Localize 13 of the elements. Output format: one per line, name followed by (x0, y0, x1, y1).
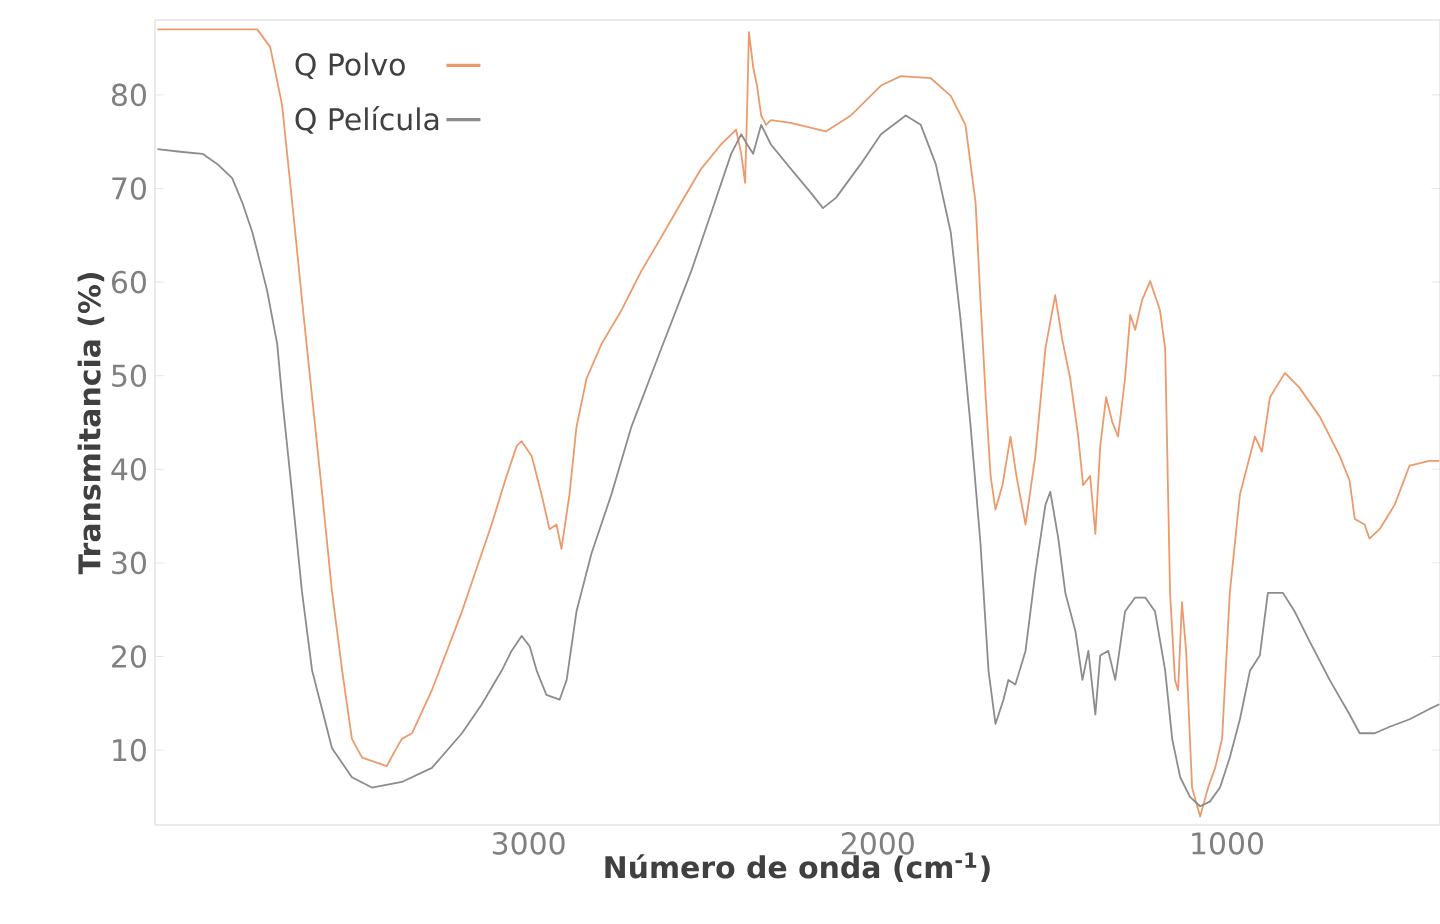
y-tick-label: 80 (111, 83, 146, 107)
x-tick-label: 1000 (1192, 832, 1264, 855)
legend-label: Q Película (295, 106, 439, 134)
y-axis-title: Transmitancia (%) (77, 273, 105, 575)
y-tick-label: 40 (111, 457, 146, 481)
y-tick-label: 60 (112, 270, 146, 294)
y-tick-label: 50 (112, 364, 146, 388)
y-tick-label: 20 (112, 645, 146, 668)
y-tick-label: 70 (112, 177, 146, 200)
x-tick-label: 3000 (492, 832, 565, 855)
y-tick-label: 10 (113, 738, 146, 762)
y-tick-label: 30 (112, 551, 146, 575)
legend-label: Q Polvo (295, 52, 405, 80)
